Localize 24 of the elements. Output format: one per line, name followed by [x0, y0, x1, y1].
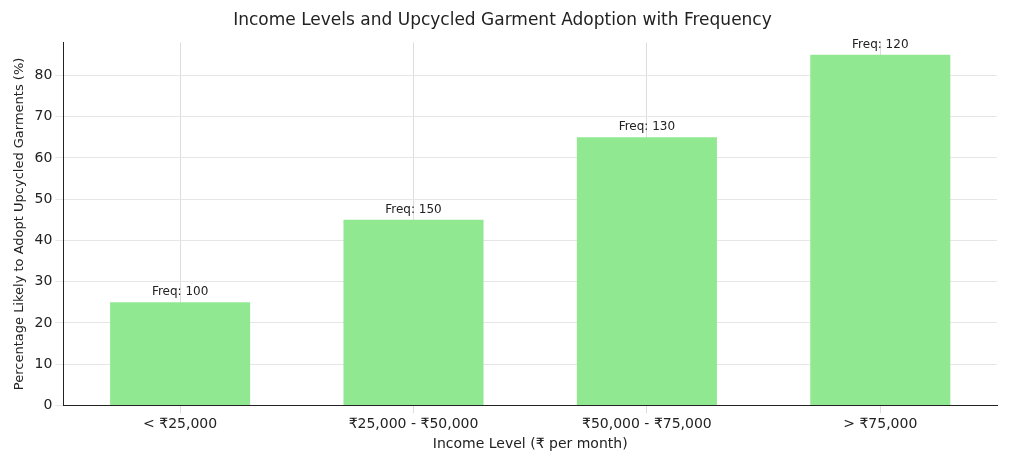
annotation: Freq: 150 [385, 201, 442, 216]
y-tick-label: 20 [34, 313, 53, 330]
y-tick-label: 80 [34, 66, 53, 83]
y-tick-label: 30 [34, 272, 53, 289]
annotation: Freq: 100 [151, 284, 209, 299]
chart-title: Income Levels and Upcycled Garment Adoption with Frequency [233, 8, 772, 29]
y-tick-label: 50 [34, 189, 53, 206]
y-tick-label: 0 [43, 396, 53, 413]
y-tick-label: 10 [34, 354, 53, 371]
y-tick-label: 70 [34, 107, 53, 124]
x-tick-label: > ₹75,000 [843, 415, 918, 432]
bar [810, 54, 951, 405]
y-tick-label: 60 [34, 148, 53, 165]
y-axis-title: Percentage Likely to Adopt Upcycled Garments (%) [11, 57, 27, 391]
x-tick-label: ₹25,000 - ₹50,000 [348, 415, 479, 432]
bar [343, 219, 484, 405]
x-tick-label: ₹50,000 - ₹75,000 [582, 415, 712, 432]
x-tick-label: < ₹25,000 [143, 415, 218, 432]
bar [110, 302, 251, 405]
x-axis-title: Income Level (₹ per month) [432, 435, 628, 452]
annotation: Freq: 120 [852, 36, 909, 51]
annotation: Freq: 130 [618, 119, 676, 134]
y-tick-label: 40 [34, 231, 53, 248]
bar [576, 137, 717, 405]
